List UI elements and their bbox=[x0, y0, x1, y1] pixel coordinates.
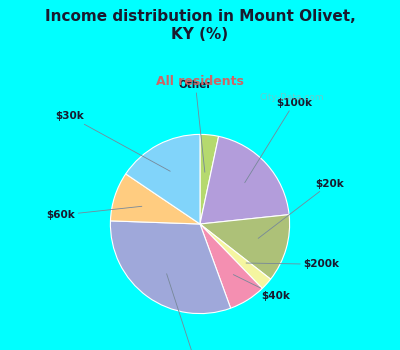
Text: $10k: $10k bbox=[167, 274, 210, 350]
Text: $200k: $200k bbox=[246, 259, 339, 269]
Wedge shape bbox=[110, 174, 200, 224]
Wedge shape bbox=[200, 224, 271, 288]
Text: $20k: $20k bbox=[258, 179, 344, 238]
Text: $100k: $100k bbox=[245, 98, 312, 183]
Text: $30k: $30k bbox=[56, 112, 170, 171]
Wedge shape bbox=[126, 134, 200, 224]
Wedge shape bbox=[200, 134, 219, 224]
Wedge shape bbox=[200, 224, 262, 308]
Wedge shape bbox=[200, 215, 290, 279]
Text: All residents: All residents bbox=[156, 75, 244, 88]
Wedge shape bbox=[200, 136, 289, 224]
Text: Income distribution in Mount Olivet,
KY (%): Income distribution in Mount Olivet, KY … bbox=[45, 9, 355, 42]
Text: Other: Other bbox=[179, 80, 212, 172]
Text: $60k: $60k bbox=[47, 206, 142, 220]
Text: $40k: $40k bbox=[233, 275, 290, 301]
Wedge shape bbox=[110, 221, 231, 314]
Text: City-Data.com: City-Data.com bbox=[260, 93, 324, 102]
